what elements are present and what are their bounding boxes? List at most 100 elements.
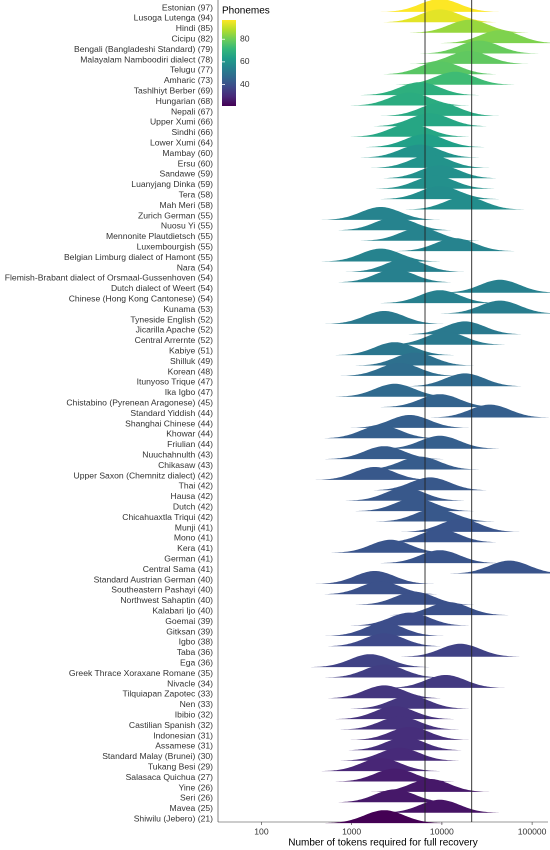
ridge (400, 519, 520, 532)
ridge (360, 227, 480, 241)
ridge (440, 30, 550, 44)
category-label: Southeastern Pashayi (40) (111, 585, 213, 595)
category-label: Lusoga Lutenga (94) (134, 13, 213, 23)
category-label: Kunama (53) (163, 304, 213, 314)
category-label: Chinese (Hong Kong Cantonese) (54) (69, 293, 213, 303)
category-label: Kabiye (51) (169, 345, 213, 355)
category-label: Mah Meri (58) (160, 200, 214, 210)
ridge (409, 19, 529, 33)
category-label: Goemai (39) (165, 616, 213, 626)
category-label: Jicarilla Apache (52) (136, 325, 214, 335)
x-tick-label: 1000 (342, 826, 361, 836)
ridge (380, 186, 500, 200)
ridge (340, 747, 460, 761)
category-label: Shanghai Chinese (44) (125, 418, 213, 428)
category-label: Ibibio (32) (175, 709, 213, 719)
ridge (386, 675, 506, 688)
category-label: Castilian Spanish (32) (129, 720, 213, 730)
ridge (324, 810, 444, 824)
category-label: Indonesian (31) (153, 730, 213, 740)
ridge (370, 779, 490, 792)
ridge (335, 269, 455, 283)
ridge (380, 9, 500, 23)
ridge (310, 654, 430, 668)
category-label: Luxembourgish (55) (137, 241, 214, 251)
category-label: Nuuchahnulth (43) (142, 449, 213, 459)
ridge (331, 539, 451, 553)
category-label: Tilquiapan Zapotec (33) (123, 689, 214, 699)
category-label: Lower Xumi (64) (150, 137, 213, 147)
category-label: Khowar (44) (166, 429, 213, 439)
x-tick-label: 10000 (430, 826, 454, 836)
category-label: Munji (41) (175, 522, 213, 532)
colorbar-tick-label: 80 (240, 34, 250, 44)
ridge (430, 404, 550, 418)
ridge (335, 342, 455, 356)
category-label: Kalabari Ijo (40) (152, 605, 213, 615)
ridge (360, 144, 480, 158)
category-label: German (41) (164, 553, 213, 563)
ridge (345, 487, 465, 501)
category-label: Northwest Sahaptin (40) (120, 595, 213, 605)
ridge (375, 508, 495, 522)
ridge (375, 175, 495, 189)
category-label: Zurich German (55) (138, 210, 213, 220)
x-tick-label: 100 (254, 826, 269, 836)
category-label: Cicipu (82) (171, 33, 213, 43)
ridge (380, 165, 500, 179)
ridge (400, 643, 520, 657)
category-label: Sindhi (66) (171, 127, 213, 137)
ridge (386, 331, 506, 345)
category-label: Standard Austrian German (40) (94, 574, 214, 584)
category-label: Amharic (73) (164, 75, 213, 85)
ridge (335, 383, 455, 397)
category-label: Thai (42) (179, 481, 214, 491)
category-label: Mennonite Plautdietsch (55) (106, 231, 213, 241)
colorbar (222, 20, 236, 106)
category-label: Tukang Besi (29) (148, 761, 213, 771)
category-label: Bengali (Bangladeshi Standard) (79) (74, 44, 213, 54)
ridge (335, 217, 455, 231)
ridge (355, 498, 475, 512)
ridge (405, 321, 525, 335)
x-axis-title: Number of tokens required for full recov… (288, 838, 478, 849)
category-label: Dutch (42) (173, 501, 213, 511)
ridge (345, 259, 465, 272)
category-label: Luanyjang Dinka (59) (131, 179, 213, 189)
category-label: Shilluk (49) (170, 356, 213, 366)
ridge (380, 799, 500, 813)
category-label: Chistabino (Pyrenean Aragonese) (45) (66, 397, 213, 407)
category-label: Chicahuaxtla Triqui (42) (122, 512, 213, 522)
category-label: Nara (54) (177, 262, 213, 272)
category-label: Hungarian (68) (156, 96, 213, 106)
category-label: Central Arrernte (52) (135, 335, 213, 345)
category-label: Tera (58) (179, 189, 214, 199)
category-label: Chikasaw (43) (158, 460, 213, 470)
category-label: Standard Malay (Brunei) (30) (102, 751, 213, 761)
ridge (449, 560, 550, 574)
ridge (324, 311, 444, 324)
ridge (380, 61, 500, 75)
ridge (350, 415, 470, 428)
category-label: Malayalam Namboodiri dialect (78) (80, 54, 213, 64)
ridge (335, 768, 455, 782)
ridge (335, 706, 455, 720)
ridge (350, 92, 470, 106)
category-label: Seri (26) (180, 793, 213, 803)
category-label: Shiwilu (Jebero) (21) (134, 813, 213, 823)
category-label: Yine (26) (178, 782, 213, 792)
ridge (350, 695, 470, 709)
ridge (350, 123, 470, 137)
ridge (324, 633, 444, 647)
ridge (440, 300, 550, 314)
ridge (321, 248, 441, 262)
category-label: Hindi (85) (176, 23, 213, 33)
category-label: Tashlhiyt Berber (69) (134, 85, 213, 95)
ridge (321, 581, 441, 595)
ridge (389, 602, 509, 616)
ridge (360, 456, 480, 470)
ridge (380, 103, 500, 116)
category-label: Standard Yiddish (44) (130, 408, 213, 418)
category-label: Nen (33) (180, 699, 214, 709)
category-label: Greek Thrace Xoraxane Romane (35) (69, 668, 213, 678)
